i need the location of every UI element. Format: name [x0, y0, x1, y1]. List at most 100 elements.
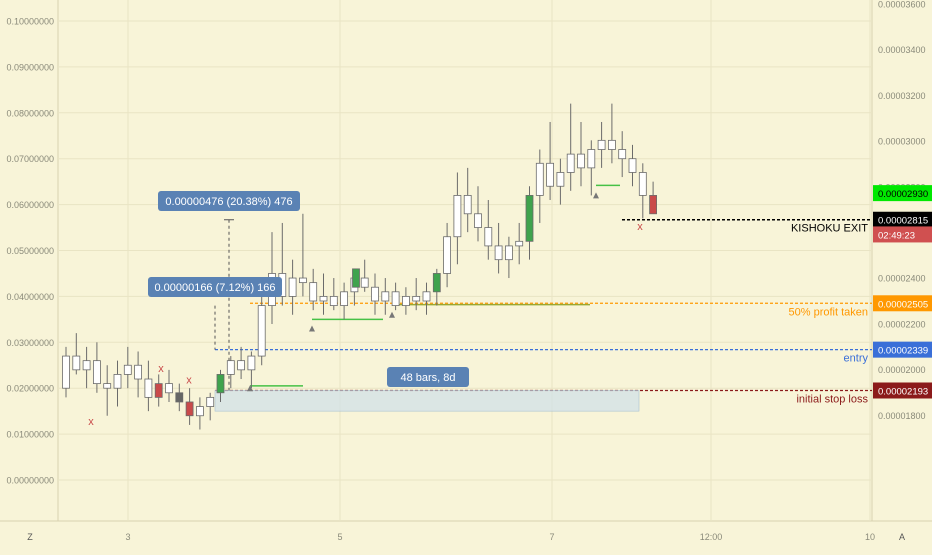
candle-body [432, 273, 441, 293]
candles [62, 103, 657, 430]
candle-body [504, 245, 513, 261]
candle-body [628, 158, 637, 173]
candle [175, 383, 184, 412]
candle [515, 222, 524, 265]
candle [82, 346, 91, 389]
level-price-tag [873, 295, 932, 312]
candle [577, 121, 585, 187]
level-price-tag [873, 382, 932, 399]
candle [309, 268, 318, 311]
triangle-marker [593, 192, 599, 199]
candle-body [638, 172, 647, 196]
candle [618, 131, 627, 178]
timezone-button: Z [27, 532, 33, 542]
candle-body [618, 149, 627, 160]
right-tick-label: 0.00003000 [878, 137, 926, 147]
candle [546, 121, 554, 201]
left-tick-label: 0.06000000 [6, 200, 54, 210]
level-name-label: 50% profit taken [789, 306, 869, 318]
candle [329, 278, 338, 311]
measure-tooltip-text: 0.00000476 (20.38%) 476 [165, 196, 292, 208]
candle [62, 346, 70, 398]
candle [608, 103, 616, 164]
left-tick-label: 0.04000000 [6, 292, 54, 302]
candle-body [566, 153, 575, 173]
candle-body [587, 149, 596, 169]
candle [484, 200, 493, 260]
level-name-label: initial stop loss [796, 393, 868, 405]
candle-body [257, 305, 266, 357]
candle-body [484, 227, 493, 247]
candle [319, 273, 328, 315]
level-name-label: KISHOKU EXIT [791, 223, 868, 235]
candle [494, 222, 503, 274]
left-tick-label: 0.10000000 [6, 17, 54, 27]
left-tick-label: 0.07000000 [6, 154, 54, 164]
candle-body [206, 396, 215, 407]
signal-x-marker: x [186, 375, 192, 387]
candle [93, 342, 101, 393]
candle-body [443, 236, 452, 274]
candle [649, 181, 657, 215]
candle-body [103, 383, 112, 389]
candle [195, 397, 204, 430]
candle [556, 158, 565, 205]
candle [113, 360, 122, 407]
price-tag-text: 02:49:23 [878, 230, 915, 241]
candle [597, 121, 606, 168]
candle [401, 287, 410, 315]
level-price-text: 0.00002815 [878, 216, 928, 227]
candle [628, 144, 637, 187]
candle [134, 351, 143, 398]
candle-body [546, 162, 554, 187]
candle [216, 369, 225, 402]
candle-body [608, 139, 616, 150]
candle [371, 273, 379, 315]
triangle-marker [247, 385, 253, 392]
measure-tooltip [158, 191, 300, 211]
left-tick-label: 0.00000000 [6, 476, 54, 486]
candle-body [247, 355, 256, 371]
triangle-marker [309, 325, 315, 332]
right-tick-label: 0.00002400 [878, 274, 926, 284]
candle-body [298, 277, 307, 284]
level-price-tag [873, 341, 932, 358]
candle [504, 236, 513, 279]
candle [525, 186, 534, 260]
candle [587, 140, 596, 196]
candle [144, 360, 153, 412]
candle-body [113, 374, 122, 389]
measure-tooltip-text: 0.00000166 (7.12%) 166 [154, 282, 275, 294]
candle-body [144, 378, 153, 398]
signal-x-marker: x [88, 416, 94, 428]
candle-body [525, 195, 534, 242]
candle [340, 282, 349, 320]
right-tick-label: 0.00002000 [878, 365, 926, 375]
left-tick-label: 0.08000000 [6, 108, 54, 118]
right-tick-label: 0.00003200 [878, 91, 926, 101]
candle [535, 149, 544, 223]
right-tick-label: 0.00003400 [878, 45, 926, 55]
candle-body [515, 240, 524, 247]
candle-body [597, 139, 606, 150]
candle [422, 282, 431, 315]
time-tick-label: 10 [865, 532, 875, 542]
candle [123, 346, 132, 389]
candle-body [62, 355, 70, 389]
left-tick-label: 0.01000000 [6, 430, 54, 440]
candle [360, 259, 369, 292]
candle [185, 388, 194, 425]
candle [391, 282, 400, 311]
candle [298, 213, 307, 297]
candle [237, 346, 246, 380]
candle-body [649, 195, 657, 215]
range-tooltip-text: 48 bars, 8d [400, 372, 455, 384]
candle-body [422, 291, 431, 302]
candle [206, 392, 215, 421]
price-tag [873, 185, 932, 202]
time-tick-label: 7 [549, 532, 554, 542]
